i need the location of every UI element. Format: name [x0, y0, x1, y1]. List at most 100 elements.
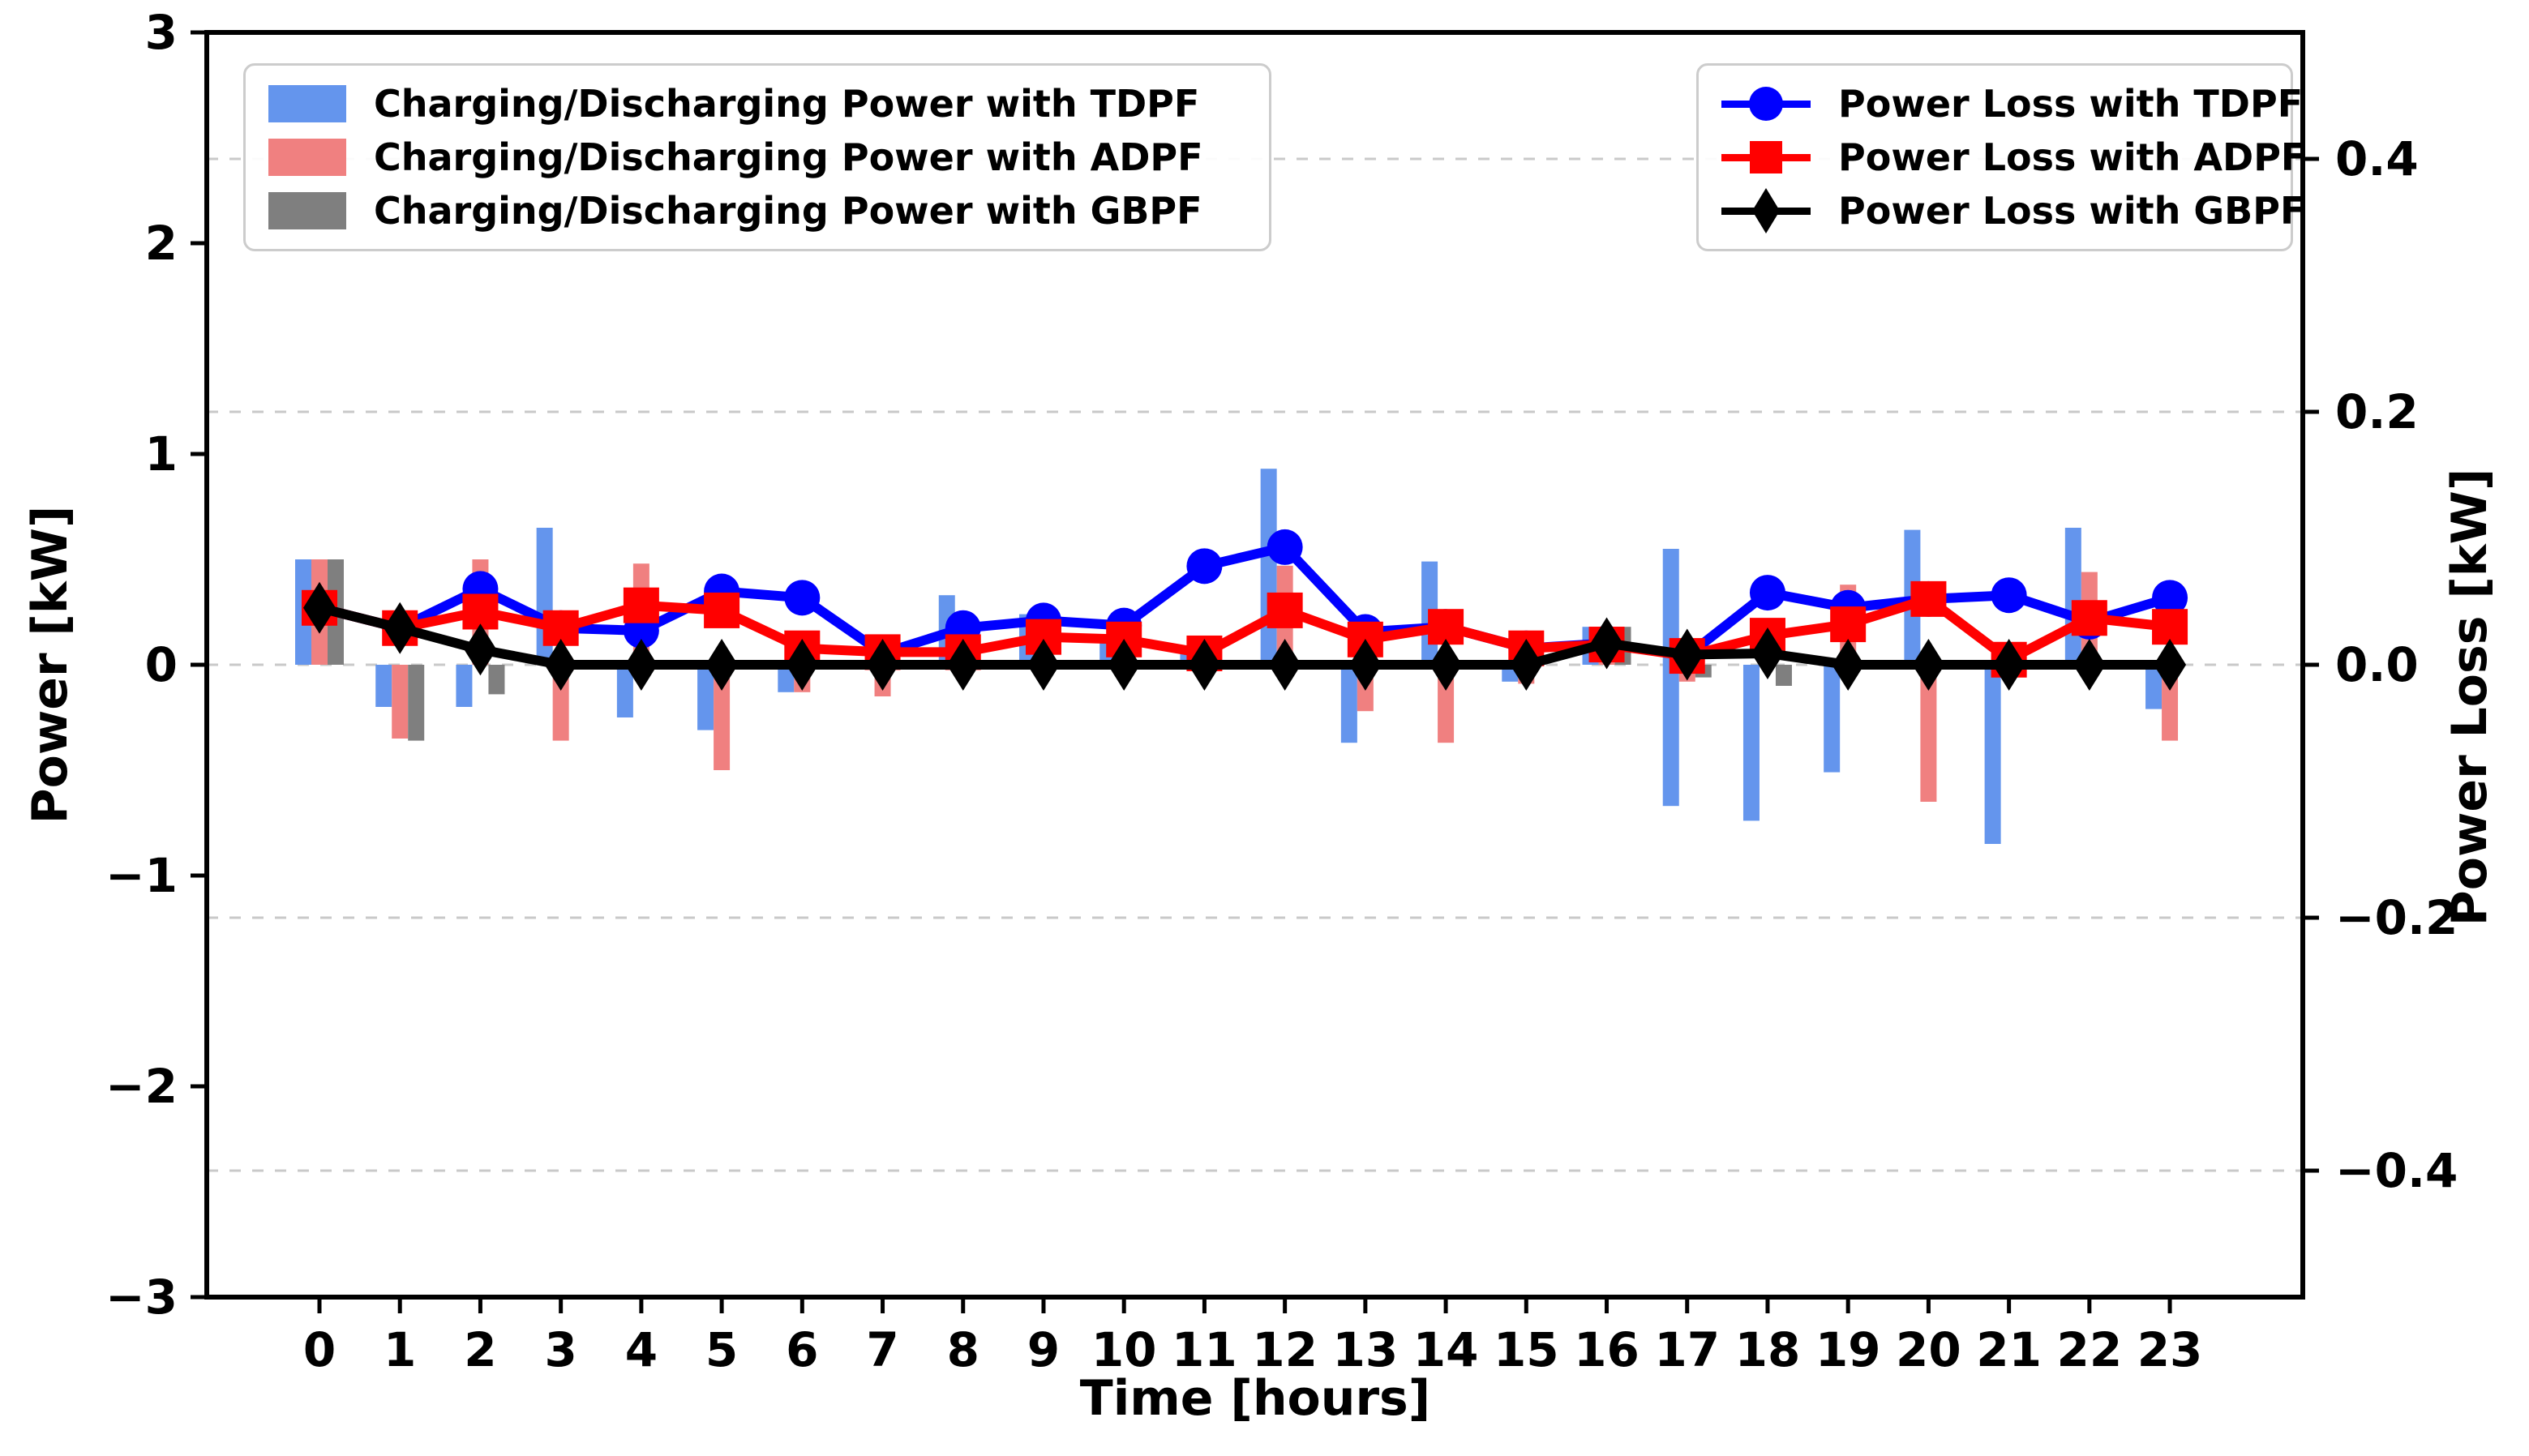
legend-label: Power Loss with ADPF [1838, 135, 2307, 179]
power-loss-gbpf-marker [1430, 639, 1463, 691]
bar-tdpf-h23 [2145, 665, 2163, 709]
x-tick-label: 6 [786, 1322, 818, 1377]
power-loss-gbpf-marker [2154, 639, 2187, 691]
legend-label: Charging/Discharging Power with ADPF [374, 135, 1203, 179]
power-loss-gbpf-marker [946, 639, 979, 691]
bar-tdpf-h13 [1340, 665, 1357, 743]
power-loss-gbpf-marker [1188, 639, 1221, 691]
power-loss-gbpf-marker [1590, 617, 1623, 670]
square-marker-icon [1750, 141, 1782, 173]
power-loss-adpf-marker [1267, 592, 1303, 628]
power-loss-adpf-marker [1428, 609, 1464, 645]
power-loss-gbpf-marker [786, 639, 819, 691]
x-tick-label: 20 [1896, 1322, 1961, 1377]
legend-item-bar-tdpf: Charging/Discharging Power with TDPF [268, 82, 1246, 126]
power-loss-gbpf-marker [1510, 639, 1543, 691]
power-loss-adpf-marker [623, 587, 659, 623]
bar-adpf-h14 [1438, 665, 1455, 743]
left-y-tick-label: 2 [145, 216, 178, 271]
left-y-tick-label: 1 [145, 426, 178, 482]
power-loss-gbpf-marker [1348, 639, 1382, 691]
bar-tdpf-h5 [697, 665, 714, 730]
power-loss-gbpf-marker [1751, 627, 1784, 679]
power-loss-gbpf-marker [1992, 639, 2025, 691]
bar-tdpf-h19 [1824, 665, 1841, 773]
x-tick-label: 13 [1333, 1322, 1399, 1377]
power-loss-gbpf-marker [1108, 639, 1141, 691]
power-loss-gbpf-marker [303, 581, 336, 634]
right-y-tick-label: −0.2 [2335, 890, 2458, 945]
right-y-tick-label: 0.4 [2335, 131, 2419, 186]
power-loss-tdpf-marker [1186, 548, 1223, 585]
power-loss-adpf-marker [704, 592, 740, 628]
circle-marker-icon [1749, 87, 1783, 121]
power-loss-gbpf-marker [1670, 628, 1704, 681]
x-tick-label: 1 [384, 1322, 416, 1377]
legend-item-line-tdpf: Power Loss with TDPF [1721, 82, 2303, 126]
power-loss-gbpf-marker [1832, 639, 1865, 691]
x-tick-label: 19 [1815, 1322, 1881, 1377]
x-tick-label: 11 [1172, 1322, 1237, 1377]
x-tick-label: 3 [544, 1322, 577, 1377]
legend-item-bar-gbpf: Charging/Discharging Power with GBPF [268, 189, 1246, 233]
left-y-tick-label: −2 [105, 1059, 178, 1114]
bar-tdpf-h21 [1984, 665, 2001, 844]
bar-tdpf-h6 [778, 665, 795, 692]
bar-tdpf-h12 [1260, 469, 1277, 665]
x-tick-label: 10 [1091, 1322, 1157, 1377]
bar-gbpf-h2 [488, 665, 505, 695]
legend-line-swatch-gbpf [1721, 188, 1811, 233]
power-loss-gbpf-marker [624, 639, 658, 691]
diamond-marker-icon [1752, 188, 1780, 233]
power-loss-adpf-marker [462, 593, 499, 630]
legend-swatch-adpf [268, 139, 346, 176]
bar-adpf-h5 [714, 665, 731, 770]
power-loss-gbpf-marker [1027, 639, 1060, 691]
power-loss-tdpf-marker [1267, 529, 1303, 565]
x-tick-label: 12 [1252, 1322, 1318, 1377]
power-loss-tdpf-line [318, 542, 2171, 662]
x-tick-label: 21 [1976, 1322, 2042, 1377]
power-loss-gbpf-marker [2072, 639, 2106, 691]
legend-label: Power Loss with TDPF [1838, 82, 2304, 126]
bar-adpf-h1 [392, 665, 409, 739]
legend-label: Charging/Discharging Power with TDPF [374, 82, 1200, 126]
left-y-axis-title: Power [kW] [22, 505, 79, 824]
power-loss-adpf-marker [1830, 606, 1867, 643]
power-loss-tdpf-marker [784, 580, 821, 616]
x-tick-label: 14 [1413, 1322, 1479, 1377]
x-tick-label: 8 [947, 1322, 979, 1377]
power-loss-gbpf-marker [384, 602, 417, 654]
left-y-tick-label: 0 [145, 637, 178, 692]
x-tick-label: 0 [303, 1322, 336, 1377]
power-loss-gbpf-marker [544, 639, 577, 691]
bar-tdpf-h17 [1662, 549, 1679, 807]
right-y-tick-label: 0.2 [2335, 384, 2419, 439]
bar-tdpf-h4 [616, 665, 633, 717]
x-tick-label: 4 [625, 1322, 658, 1377]
power-loss-adpf-marker [1910, 580, 1947, 617]
bar-tdpf-h2 [456, 665, 473, 707]
x-tick-label: 17 [1654, 1322, 1720, 1377]
legend-label: Power Loss with GBPF [1838, 189, 2306, 233]
power-loss-gbpf-marker [1912, 639, 1945, 691]
left-y-tick-label: −1 [105, 848, 178, 903]
power-loss-gbpf-marker [1268, 639, 1301, 691]
x-tick-label: 15 [1494, 1322, 1559, 1377]
left-y-tick-label: −3 [105, 1270, 178, 1325]
right-y-tick-label: −0.4 [2335, 1143, 2458, 1198]
legend-line-swatch-tdpf [1721, 85, 1811, 122]
bar-tdpf-h1 [375, 665, 392, 707]
power-loss-tdpf-marker [1991, 577, 2027, 614]
power-loss-adpf-marker [2071, 600, 2107, 636]
legend-item-line-adpf: Power Loss with ADPF [1721, 135, 2306, 179]
power-loss-gbpf-marker [705, 639, 739, 691]
x-tick-label: 7 [866, 1322, 898, 1377]
bar-gbpf-h1 [408, 665, 425, 741]
bar-tdpf-h18 [1742, 665, 1760, 821]
legend-swatch-gbpf [268, 192, 346, 229]
x-tick-label: 23 [2137, 1322, 2203, 1377]
legend-bars: Charging/Discharging Power with TDPF Char… [243, 63, 1271, 251]
